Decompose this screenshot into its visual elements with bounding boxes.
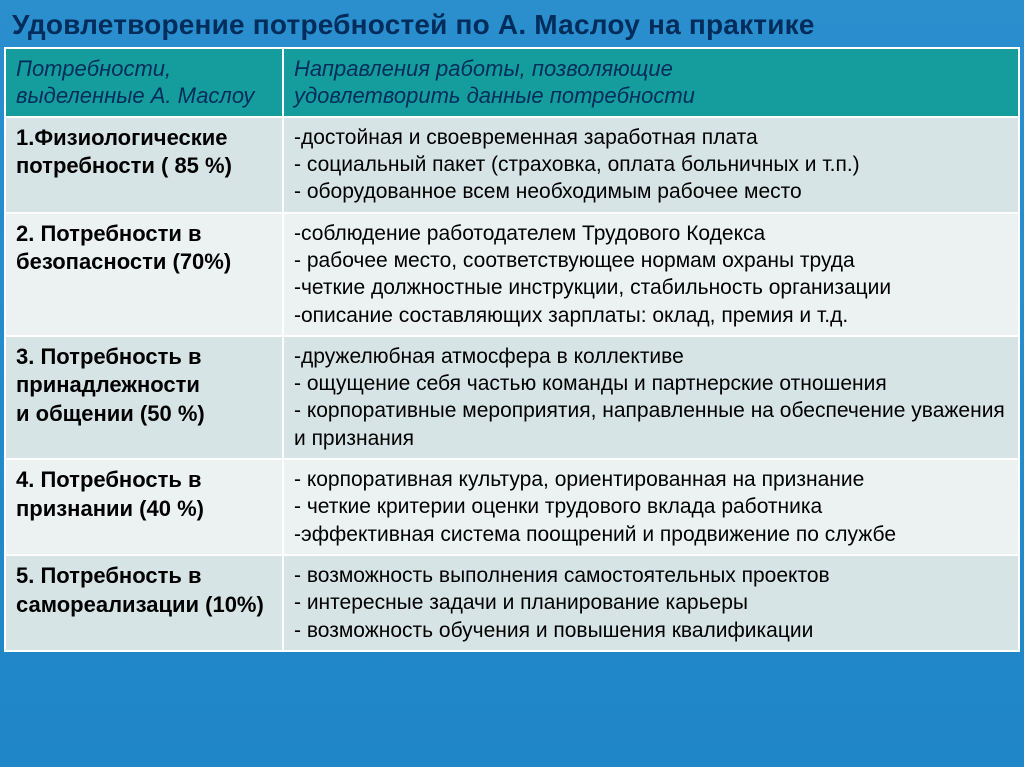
need-cell: 5. Потребность в самореализации (10%) bbox=[5, 555, 283, 651]
maslow-table: Потребности,выделенные А. Маслоу Направл… bbox=[4, 47, 1020, 652]
table-row: 4. Потребность в признании (40 %) - корп… bbox=[5, 459, 1019, 555]
need-cell: 2. Потребности в безопасности (70%) bbox=[5, 213, 283, 336]
need-cell: 1.Физиологические потребности ( 85 %) bbox=[5, 117, 283, 213]
table-row: 3. Потребность в принадлежностии общении… bbox=[5, 336, 1019, 459]
col-header-directions: Направления работы, позволяющиеудовлетво… bbox=[283, 48, 1019, 117]
table-row: 2. Потребности в безопасности (70%) -соб… bbox=[5, 213, 1019, 336]
page-title: Удовлетворение потребностей по А. Маслоу… bbox=[4, 4, 1020, 47]
desc-cell: -дружелюбная атмосфера в коллективе- ощу… bbox=[283, 336, 1019, 459]
desc-cell: - возможность выполнения самостоятельных… bbox=[283, 555, 1019, 651]
desc-cell: -соблюдение работодателем Трудового Коде… bbox=[283, 213, 1019, 336]
need-cell: 4. Потребность в признании (40 %) bbox=[5, 459, 283, 555]
slide: Удовлетворение потребностей по А. Маслоу… bbox=[0, 0, 1024, 767]
desc-cell: - корпоративная культура, ориентированна… bbox=[283, 459, 1019, 555]
need-cell: 3. Потребность в принадлежностии общении… bbox=[5, 336, 283, 459]
desc-cell: -достойная и своевременная заработная пл… bbox=[283, 117, 1019, 213]
table-row: 1.Физиологические потребности ( 85 %) -д… bbox=[5, 117, 1019, 213]
table-header-row: Потребности,выделенные А. Маслоу Направл… bbox=[5, 48, 1019, 117]
col-header-needs: Потребности,выделенные А. Маслоу bbox=[5, 48, 283, 117]
table-row: 5. Потребность в самореализации (10%) - … bbox=[5, 555, 1019, 651]
